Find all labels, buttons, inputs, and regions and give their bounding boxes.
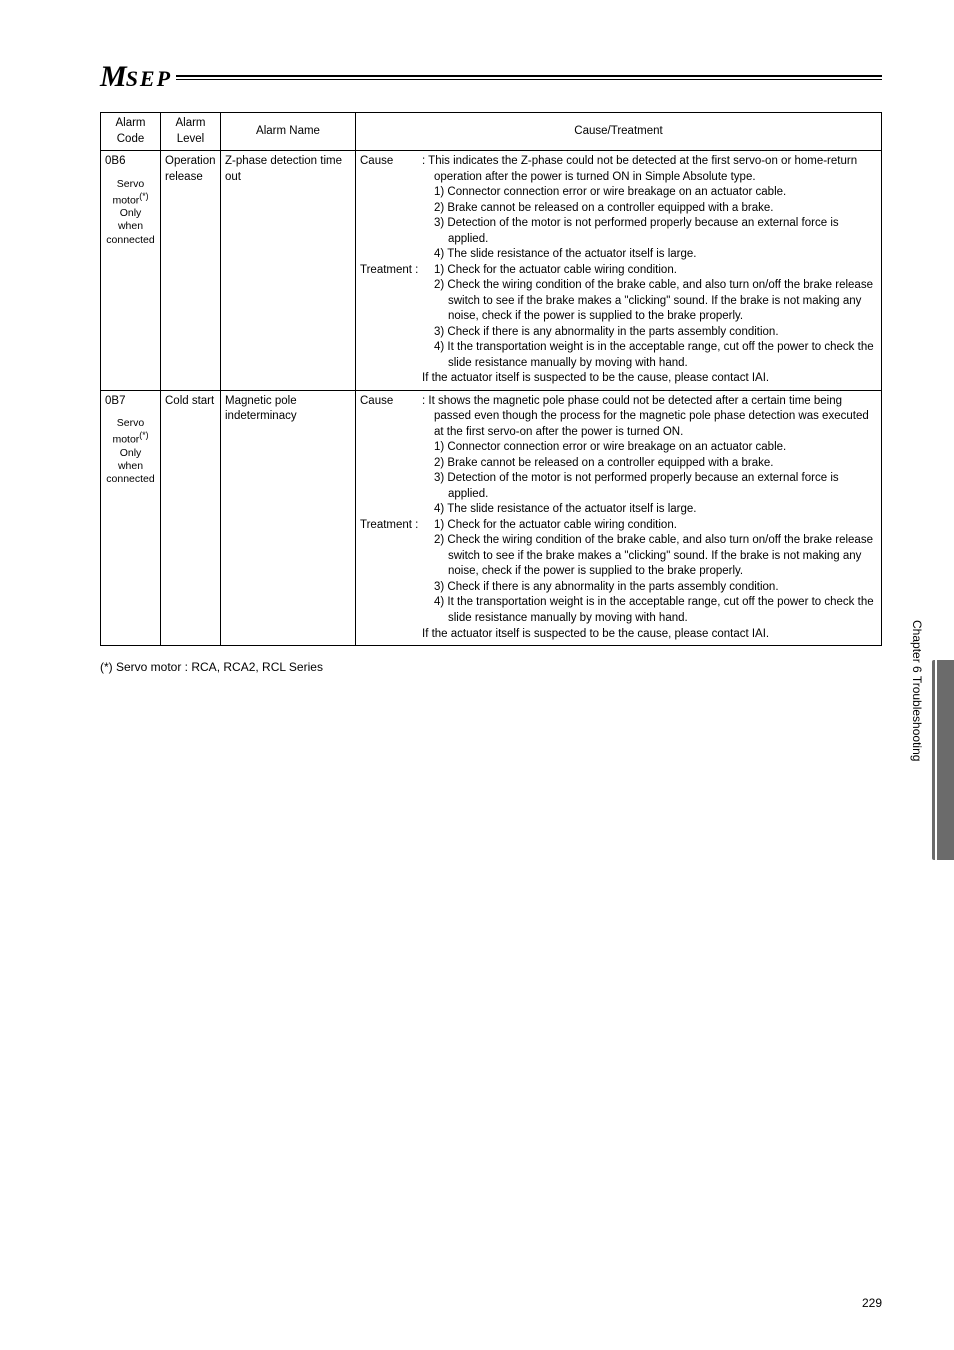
side-chapter-label: Chapter 6 Troubleshooting [910, 620, 924, 761]
cause-item: 1) Connector connection error or wire br… [422, 440, 877, 456]
cause-intro: : It shows the magnetic pole phase could… [422, 394, 877, 441]
side-tab [932, 660, 954, 860]
treatment-outro: If the actuator itself is suspected to b… [422, 371, 877, 387]
table-row: 0B6Servomotor(*)OnlywhenconnectedOperati… [101, 151, 882, 391]
th-code: Alarm Code [101, 113, 161, 151]
treatment-label: Treatment : [360, 263, 422, 387]
treatment-text: 1) Check for the actuator cable wiring c… [422, 263, 877, 387]
treatment-label: Treatment : [360, 518, 422, 642]
th-level: Alarm Level [161, 113, 221, 151]
cause-block: Cause: This indicates the Z-phase could … [360, 154, 877, 263]
logo-rule [176, 75, 882, 80]
cause-item: 1) Connector connection error or wire br… [422, 185, 877, 201]
cause-item: 4) The slide resistance of the actuator … [422, 502, 877, 518]
cause-text: : This indicates the Z-phase could not b… [422, 154, 877, 263]
treatment-item: 1) Check for the actuator cable wiring c… [422, 263, 877, 279]
treatment-text: 1) Check for the actuator cable wiring c… [422, 518, 877, 642]
cause-block: Cause: It shows the magnetic pole phase … [360, 394, 877, 518]
th-name: Alarm Name [221, 113, 356, 151]
cell-code: 0B6Servomotor(*)Onlywhenconnected [101, 151, 161, 391]
side-tab-stripe [935, 660, 937, 860]
cause-item: 2) Brake cannot be released on a control… [422, 201, 877, 217]
treatment-item: 3) Check if there is any abnormality in … [422, 325, 877, 341]
alarm-table: Alarm Code Alarm Level Alarm Name Cause/… [100, 112, 882, 646]
treatment-item: 1) Check for the actuator cable wiring c… [422, 518, 877, 534]
cause-item: 3) Detection of the motor is not perform… [422, 216, 877, 247]
alarm-code: 0B7 [105, 394, 156, 410]
cause-intro: : This indicates the Z-phase could not b… [422, 154, 877, 185]
cell-cause-treatment: Cause: This indicates the Z-phase could … [356, 151, 882, 391]
cell-cause-treatment: Cause: It shows the magnetic pole phase … [356, 390, 882, 645]
treatment-item: 4) It the transportation weight is in th… [422, 340, 877, 371]
cause-item: 2) Brake cannot be released on a control… [422, 456, 877, 472]
th-cause: Cause/Treatment [356, 113, 882, 151]
cell-name: Z-phase detection time out [221, 151, 356, 391]
logo-row: MSEP [100, 60, 882, 94]
cell-name: Magnetic pole indeterminacy [221, 390, 356, 645]
treatment-block: Treatment :1) Check for the actuator cab… [360, 263, 877, 387]
logo-sep-text: SEP [126, 66, 172, 91]
table-header-row: Alarm Code Alarm Level Alarm Name Cause/… [101, 113, 882, 151]
table-head: Alarm Code Alarm Level Alarm Name Cause/… [101, 113, 882, 151]
logo-m-text: M [100, 60, 128, 93]
cell-level: Operation release [161, 151, 221, 391]
page: MSEP Alarm Code Alarm Level Alarm Name C… [0, 0, 954, 1350]
cell-code: 0B7Servomotor(*)Onlywhenconnected [101, 390, 161, 645]
table-body: 0B6Servomotor(*)OnlywhenconnectedOperati… [101, 151, 882, 646]
treatment-block: Treatment :1) Check for the actuator cab… [360, 518, 877, 642]
treatment-item: 2) Check the wiring condition of the bra… [422, 533, 877, 580]
logo-m: MSEP [100, 60, 172, 94]
treatment-item: 3) Check if there is any abnormality in … [422, 580, 877, 596]
cause-text: : It shows the magnetic pole phase could… [422, 394, 877, 518]
cause-label: Cause [360, 394, 422, 518]
cell-level: Cold start [161, 390, 221, 645]
cause-item: 4) The slide resistance of the actuator … [422, 247, 877, 263]
page-number: 229 [862, 1296, 882, 1310]
table-row: 0B7Servomotor(*)OnlywhenconnectedCold st… [101, 390, 882, 645]
footnote: (*) Servo motor : RCA, RCA2, RCL Series [100, 660, 882, 674]
cause-label: Cause [360, 154, 422, 263]
treatment-outro: If the actuator itself is suspected to b… [422, 627, 877, 643]
alarm-code: 0B6 [105, 154, 156, 170]
treatment-item: 2) Check the wiring condition of the bra… [422, 278, 877, 325]
cause-item: 3) Detection of the motor is not perform… [422, 471, 877, 502]
treatment-item: 4) It the transportation weight is in th… [422, 595, 877, 626]
